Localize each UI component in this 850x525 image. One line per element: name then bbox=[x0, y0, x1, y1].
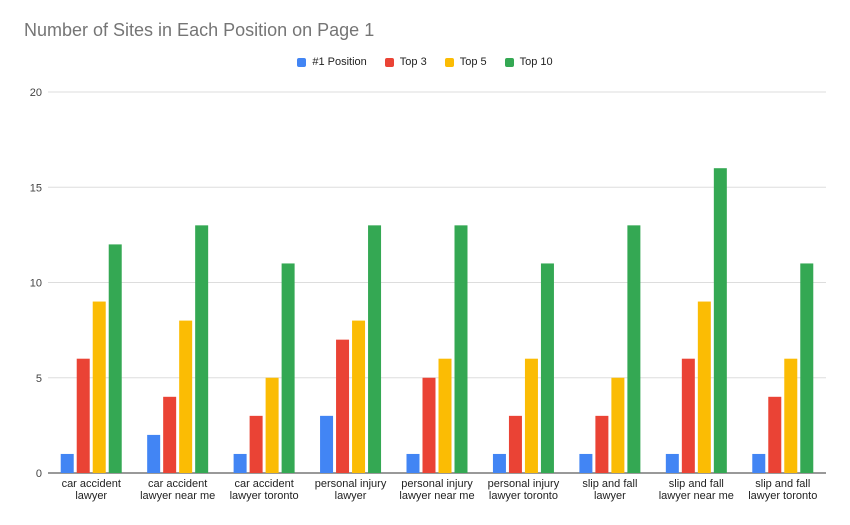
legend: #1 Position Top 3 Top 5 Top 10 bbox=[0, 56, 850, 68]
bar-4-8[interactable] bbox=[713, 168, 727, 473]
bar-2-3[interactable] bbox=[249, 415, 263, 473]
bar-2-9[interactable] bbox=[768, 396, 782, 473]
bar-2-5[interactable] bbox=[422, 377, 436, 473]
bar-1-2[interactable] bbox=[147, 434, 161, 473]
y-tick-label: 20 bbox=[30, 87, 42, 99]
bar-2-2[interactable] bbox=[163, 396, 177, 473]
bar-1-6[interactable] bbox=[492, 453, 506, 473]
y-tick-label: 5 bbox=[36, 373, 42, 385]
x-category-label: car accident bbox=[62, 478, 121, 490]
bar-3-4[interactable] bbox=[352, 320, 366, 473]
bar-4-5[interactable] bbox=[454, 225, 468, 473]
bar-3-6[interactable] bbox=[524, 358, 538, 473]
x-category-label: slip and fall bbox=[582, 478, 637, 490]
y-tick-label: 0 bbox=[36, 468, 42, 480]
bar-1-5[interactable] bbox=[406, 453, 420, 473]
y-tick-label: 15 bbox=[30, 182, 42, 194]
bar-3-3[interactable] bbox=[265, 377, 279, 473]
bar-4-2[interactable] bbox=[195, 225, 209, 473]
chart-title: Number of Sites in Each Position on Page… bbox=[24, 20, 375, 40]
x-category-label: lawyer toronto bbox=[230, 490, 299, 502]
x-category-label: car accident bbox=[234, 478, 293, 490]
bar-4-1[interactable] bbox=[108, 244, 122, 473]
legend-label-2: Top 3 bbox=[399, 56, 427, 68]
legend-swatch-2 bbox=[384, 57, 394, 67]
x-category-label: lawyer near me bbox=[140, 490, 215, 502]
bar-3-7[interactable] bbox=[611, 377, 625, 473]
bar-3-5[interactable] bbox=[438, 358, 452, 473]
legend-label-3: Top 5 bbox=[459, 56, 487, 68]
bar-1-9[interactable] bbox=[752, 453, 766, 473]
legend-item-2[interactable]: Top 3 bbox=[384, 56, 427, 68]
x-category-label: slip and fall bbox=[669, 478, 724, 490]
bar-1-3[interactable] bbox=[233, 453, 247, 473]
legend-item-3[interactable]: Top 5 bbox=[444, 56, 487, 68]
bar-3-2[interactable] bbox=[179, 320, 193, 473]
legend-label-1: #1 Position bbox=[312, 56, 367, 68]
y-tick-label: 10 bbox=[30, 278, 42, 290]
x-category-label: lawyer bbox=[594, 490, 626, 502]
bar-2-8[interactable] bbox=[681, 358, 695, 473]
x-category-label: personal injury bbox=[315, 478, 387, 490]
bar-4-9[interactable] bbox=[800, 263, 814, 473]
bar-1-8[interactable] bbox=[665, 453, 679, 473]
legend-swatch-4 bbox=[504, 57, 514, 67]
bar-1-7[interactable] bbox=[579, 453, 593, 473]
bar-3-8[interactable] bbox=[697, 301, 711, 473]
x-category-label: lawyer bbox=[75, 490, 107, 502]
bar-4-6[interactable] bbox=[540, 263, 554, 473]
x-category-label: personal injury bbox=[488, 478, 560, 490]
x-category-label: slip and fall bbox=[755, 478, 810, 490]
x-category-label: lawyer near me bbox=[399, 490, 474, 502]
bar-3-9[interactable] bbox=[784, 358, 798, 473]
bar-4-4[interactable] bbox=[368, 225, 382, 473]
x-category-label: car accident bbox=[148, 478, 207, 490]
bar-1-4[interactable] bbox=[320, 415, 334, 473]
bar-2-1[interactable] bbox=[76, 358, 90, 473]
bar-4-3[interactable] bbox=[281, 263, 295, 473]
x-category-label: lawyer bbox=[335, 490, 367, 502]
legend-item-1[interactable]: #1 Position bbox=[297, 56, 367, 68]
bar-3-1[interactable] bbox=[92, 301, 106, 473]
legend-swatch-3 bbox=[444, 57, 454, 67]
x-category-label: lawyer near me bbox=[659, 490, 734, 502]
bar-2-4[interactable] bbox=[336, 339, 350, 473]
legend-swatch-1 bbox=[297, 57, 307, 67]
x-category-label: personal injury bbox=[401, 478, 473, 490]
x-category-label: lawyer toronto bbox=[489, 490, 558, 502]
x-category-label: lawyer toronto bbox=[748, 490, 817, 502]
legend-item-4[interactable]: Top 10 bbox=[504, 56, 553, 68]
bar-4-7[interactable] bbox=[627, 225, 641, 473]
bar-2-7[interactable] bbox=[595, 415, 609, 473]
legend-label-4: Top 10 bbox=[519, 56, 553, 68]
bar-2-6[interactable] bbox=[508, 415, 522, 473]
bar-1-1[interactable] bbox=[60, 453, 74, 473]
